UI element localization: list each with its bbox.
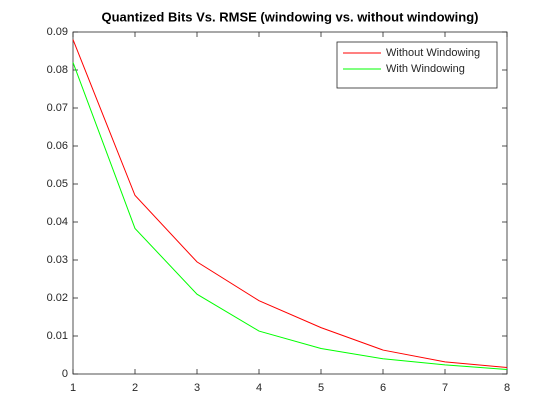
y-tick-label: 0.09 [47,26,68,38]
y-tick-label: 0.04 [47,216,68,228]
series-line [72,39,508,369]
y-tick-label: 0.03 [47,254,68,266]
legend-box [336,41,498,89]
series-line [72,62,508,370]
y-tick-label: 0.02 [47,292,68,304]
x-tick-label: 2 [132,382,138,394]
chart-title: Quantized Bits Vs. RMSE (windowing vs. w… [102,9,479,24]
axes-box [72,31,508,375]
x-tick-label: 7 [442,382,448,394]
x-tick-label: 4 [256,382,262,394]
x-tick-label: 6 [380,382,386,394]
y-tick-label: 0.06 [47,140,68,152]
x-tick-label: 5 [318,382,324,394]
x-tick-label: 1 [70,382,76,394]
y-tick-label: 0.01 [47,330,68,342]
x-tick-label: 8 [504,382,510,394]
legend-label: Without Windowing [386,47,480,59]
y-tick-label: 0 [62,368,68,380]
y-tick-label: 0.05 [47,178,68,190]
y-tick-label: 0.08 [47,64,68,76]
legend-label: With Windowing [386,63,465,75]
y-tick-label: 0.07 [47,102,68,114]
x-tick-label: 3 [194,382,200,394]
